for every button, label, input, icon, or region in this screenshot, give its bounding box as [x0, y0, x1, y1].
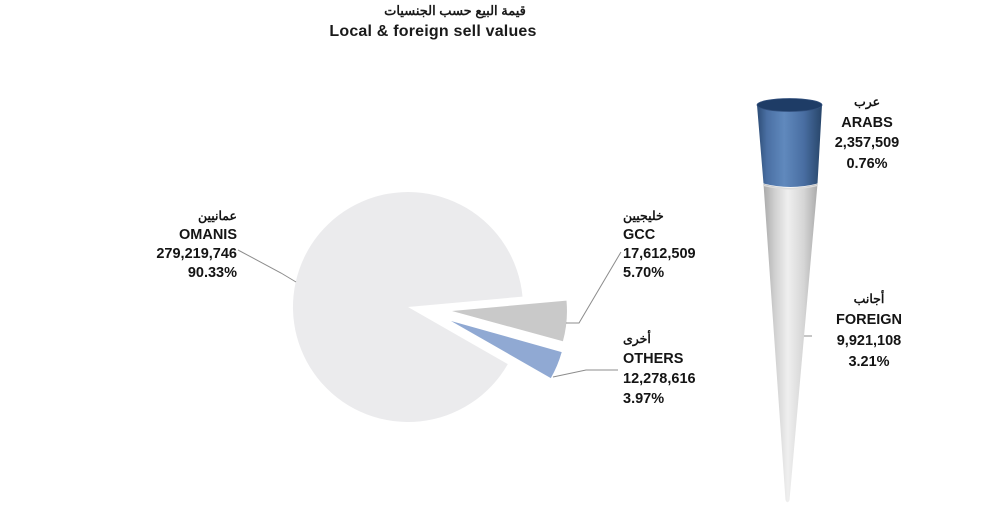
- pie-slice-omanis: [292, 192, 523, 423]
- label-others-arabic: أخرى: [623, 332, 651, 346]
- pie-slice-others: [451, 321, 562, 379]
- label-foreign: أجانب FOREIGN 9,921,108 3.21%: [769, 289, 969, 373]
- label-gcc-percent: 5.70%: [623, 265, 665, 281]
- label-others-percent: 3.97%: [623, 391, 665, 407]
- label-foreign-name: FOREIGN: [835, 312, 903, 328]
- label-arabs-arabic: عرب: [853, 95, 881, 109]
- label-omanis-arabic: عمانيين: [197, 209, 237, 223]
- label-omanis-value: 279,219,746: [156, 246, 237, 262]
- label-gcc-name: GCC: [623, 227, 656, 243]
- label-others-value: 12,278,616: [623, 371, 696, 387]
- label-others: أخرى OTHERS 12,278,616 3.97%: [623, 329, 823, 409]
- label-foreign-value: 9,921,108: [836, 333, 902, 349]
- label-arabs-percent: 0.76%: [846, 155, 888, 172]
- label-others-name: OTHERS: [623, 351, 684, 367]
- chart-title-arabic: قيمة البيع حسب الجنسيات: [384, 3, 526, 18]
- label-omanis: عمانيين OMANIS 279,219,746 90.33%: [37, 207, 237, 283]
- label-arabs-name: ARABS: [841, 114, 893, 131]
- cone-chart: [756, 98, 823, 503]
- chart-title: Local & foreign sell values: [329, 23, 537, 40]
- cone-segment-boundary: [763, 184, 818, 190]
- label-gcc: خليجيين GCC 17,612,509 5.70%: [623, 207, 823, 283]
- label-omanis-name: OMANIS: [179, 227, 237, 243]
- others-leader-line: [552, 369, 618, 378]
- label-arabs: عرب ARABS 2,357,509 0.76%: [767, 92, 967, 174]
- omanis-leader-line: [237, 249, 297, 283]
- cone-top-ellipse: [756, 98, 823, 112]
- label-omanis-percent: 90.33%: [187, 265, 237, 281]
- cone-foreign-body: [763, 184, 818, 503]
- label-arabs-value: 2,357,509: [834, 135, 900, 151]
- pie-slice-gcc: [452, 300, 567, 342]
- label-foreign-arabic: أجانب: [853, 292, 885, 306]
- label-foreign-percent: 3.21%: [848, 354, 890, 370]
- cone-arabs-body: [757, 105, 822, 187]
- gcc-leader-line: [566, 251, 622, 324]
- label-gcc-arabic: خليجيين: [623, 209, 664, 223]
- label-gcc-value: 17,612,509: [623, 246, 696, 262]
